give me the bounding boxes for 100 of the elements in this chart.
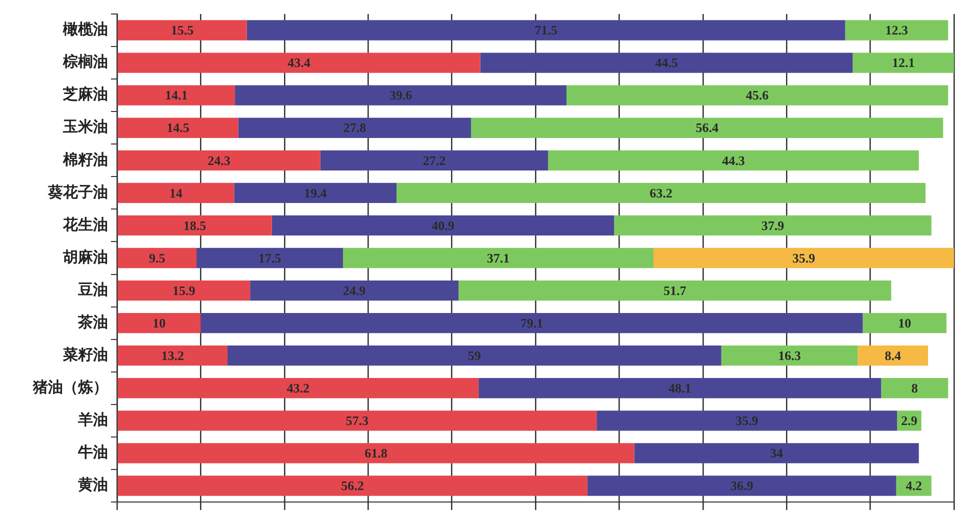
data-label: 10	[898, 315, 912, 330]
data-label: 40.9	[432, 218, 455, 233]
bar	[118, 378, 479, 398]
data-label: 4.2	[906, 478, 922, 494]
bar	[596, 410, 898, 431]
data-label: 39.6	[389, 88, 413, 103]
data-label: 37.1	[486, 250, 510, 266]
bar	[272, 215, 614, 236]
bar	[654, 248, 954, 268]
y-tick-label: 花生油	[62, 216, 108, 234]
data-label: 17.5	[258, 250, 282, 266]
bar	[634, 443, 919, 464]
bar	[858, 346, 928, 366]
y-tick-label: 茶油	[77, 314, 108, 331]
y-tick-label: 棕榈油	[62, 52, 108, 71]
bar	[118, 280, 250, 301]
data-label: 13.2	[161, 348, 184, 363]
bar	[614, 215, 932, 236]
bar	[478, 378, 882, 398]
data-label: 79.1	[520, 315, 544, 330]
bar	[118, 85, 236, 106]
data-label: 44.3	[722, 152, 746, 168]
data-label: 56.4	[696, 120, 719, 136]
y-tick-label: 葵花子油	[47, 184, 108, 201]
data-label: 9.5	[148, 250, 166, 266]
y-tick-label: 羊油	[77, 412, 108, 429]
y-tick-label: 胡麻油	[62, 248, 108, 266]
bar	[200, 312, 863, 334]
y-tick-label: 豆油	[77, 281, 108, 298]
data-label: 35.9	[792, 250, 816, 266]
data-label: 8.4	[884, 348, 902, 363]
data-label: 35.9	[735, 413, 759, 428]
data-label: 15.5	[170, 22, 194, 38]
bar	[118, 215, 272, 236]
bar	[881, 378, 948, 398]
data-label: 37.9	[761, 218, 785, 233]
data-label: 59	[468, 348, 482, 363]
data-label: 57.3	[346, 413, 369, 428]
bar	[548, 150, 919, 170]
data-label: 12.1	[892, 55, 915, 70]
bar	[342, 248, 654, 268]
bar	[587, 476, 896, 496]
bar	[238, 118, 472, 138]
bar	[235, 85, 566, 106]
bar	[480, 52, 853, 73]
bar	[118, 312, 201, 334]
bar	[118, 20, 247, 40]
bar	[246, 20, 846, 40]
data-label: 27.8	[343, 120, 367, 136]
y-tick-label: 牛油	[77, 444, 108, 462]
data-label: 2.9	[901, 413, 918, 428]
data-label: 15.9	[172, 282, 196, 298]
bar	[196, 248, 343, 268]
data-label: 44.5	[655, 55, 678, 70]
bar	[320, 150, 548, 170]
data-label: 71.5	[534, 22, 558, 38]
data-label: 12.3	[885, 22, 909, 38]
data-label: 56.2	[341, 478, 364, 494]
data-label: 24.3	[208, 152, 231, 168]
data-label: 14.5	[166, 120, 190, 136]
y-tick-label: 芝麻油	[62, 85, 108, 104]
y-tick-label: 猪油（炼）	[32, 379, 108, 396]
data-label: 14	[169, 185, 183, 200]
bar	[845, 20, 948, 40]
data-label: 14.1	[164, 88, 188, 103]
data-label: 45.6	[746, 88, 770, 103]
bar	[118, 118, 238, 138]
bar	[118, 150, 320, 170]
data-label: 19.4	[304, 185, 328, 200]
bar	[471, 118, 944, 138]
bar	[118, 52, 480, 73]
bar	[118, 248, 197, 268]
data-label: 43.2	[286, 380, 310, 396]
bar	[721, 346, 858, 366]
data-label: 24.9	[342, 282, 366, 298]
y-tick-label: 橄榄油	[62, 21, 108, 38]
bar	[250, 280, 458, 301]
bar	[458, 280, 892, 301]
data-label: 34	[770, 446, 784, 461]
data-label: 16.3	[778, 348, 802, 363]
data-label: 10	[152, 315, 166, 330]
bar	[234, 182, 397, 204]
bar	[118, 443, 634, 464]
data-label: 48.1	[668, 380, 692, 396]
bar	[852, 52, 954, 73]
y-tick-label: 玉米油	[62, 118, 108, 136]
bar	[118, 476, 588, 496]
data-label: 18.5	[183, 218, 207, 233]
bar	[118, 346, 228, 366]
data-label: 51.7	[663, 282, 687, 298]
bar	[862, 312, 946, 334]
bar	[118, 410, 597, 431]
y-tick-label: 黄油	[77, 476, 108, 494]
data-label: 63.2	[650, 185, 672, 200]
data-label: 61.8	[364, 446, 388, 461]
data-label: 36.9	[730, 478, 754, 494]
bar	[566, 85, 948, 106]
data-label: 27.2	[422, 152, 446, 168]
bar	[896, 476, 932, 496]
bar	[396, 182, 926, 204]
